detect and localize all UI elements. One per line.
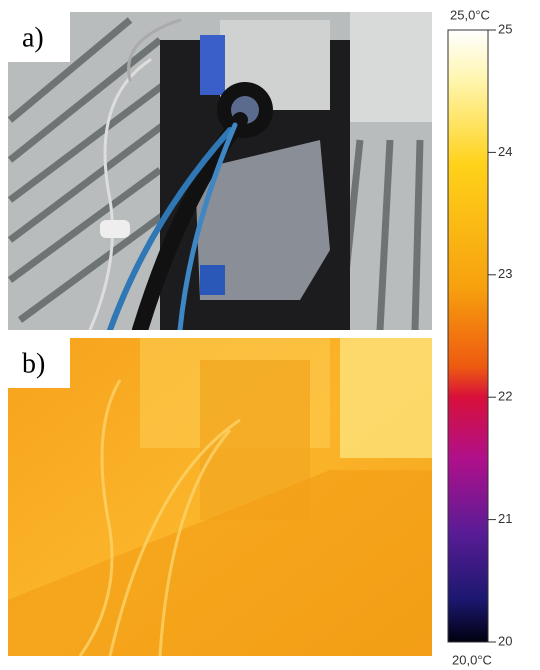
figure: a) b) 25,0°C 20,0°C 20 21 22 23 24 25 (0, 0, 540, 670)
colorbar-min-label: 20,0°C (452, 652, 492, 667)
tick-label: 21 (498, 511, 512, 526)
tick-label: 23 (498, 266, 512, 281)
tick-label: 25 (498, 21, 512, 36)
photo-a (8, 12, 432, 330)
thermal-b (8, 338, 432, 656)
colorbar-max-label: 25,0°C (450, 7, 490, 22)
tick-label: 20 (498, 633, 512, 648)
tick-label: 24 (498, 144, 512, 159)
figure-canvas: a) b) 25,0°C 20,0°C 20 21 22 23 24 25 (0, 0, 540, 670)
colorbar (448, 30, 488, 642)
panel-label: a) (22, 22, 44, 53)
panel-label: b) (22, 348, 45, 379)
tick-label: 22 (498, 389, 512, 404)
